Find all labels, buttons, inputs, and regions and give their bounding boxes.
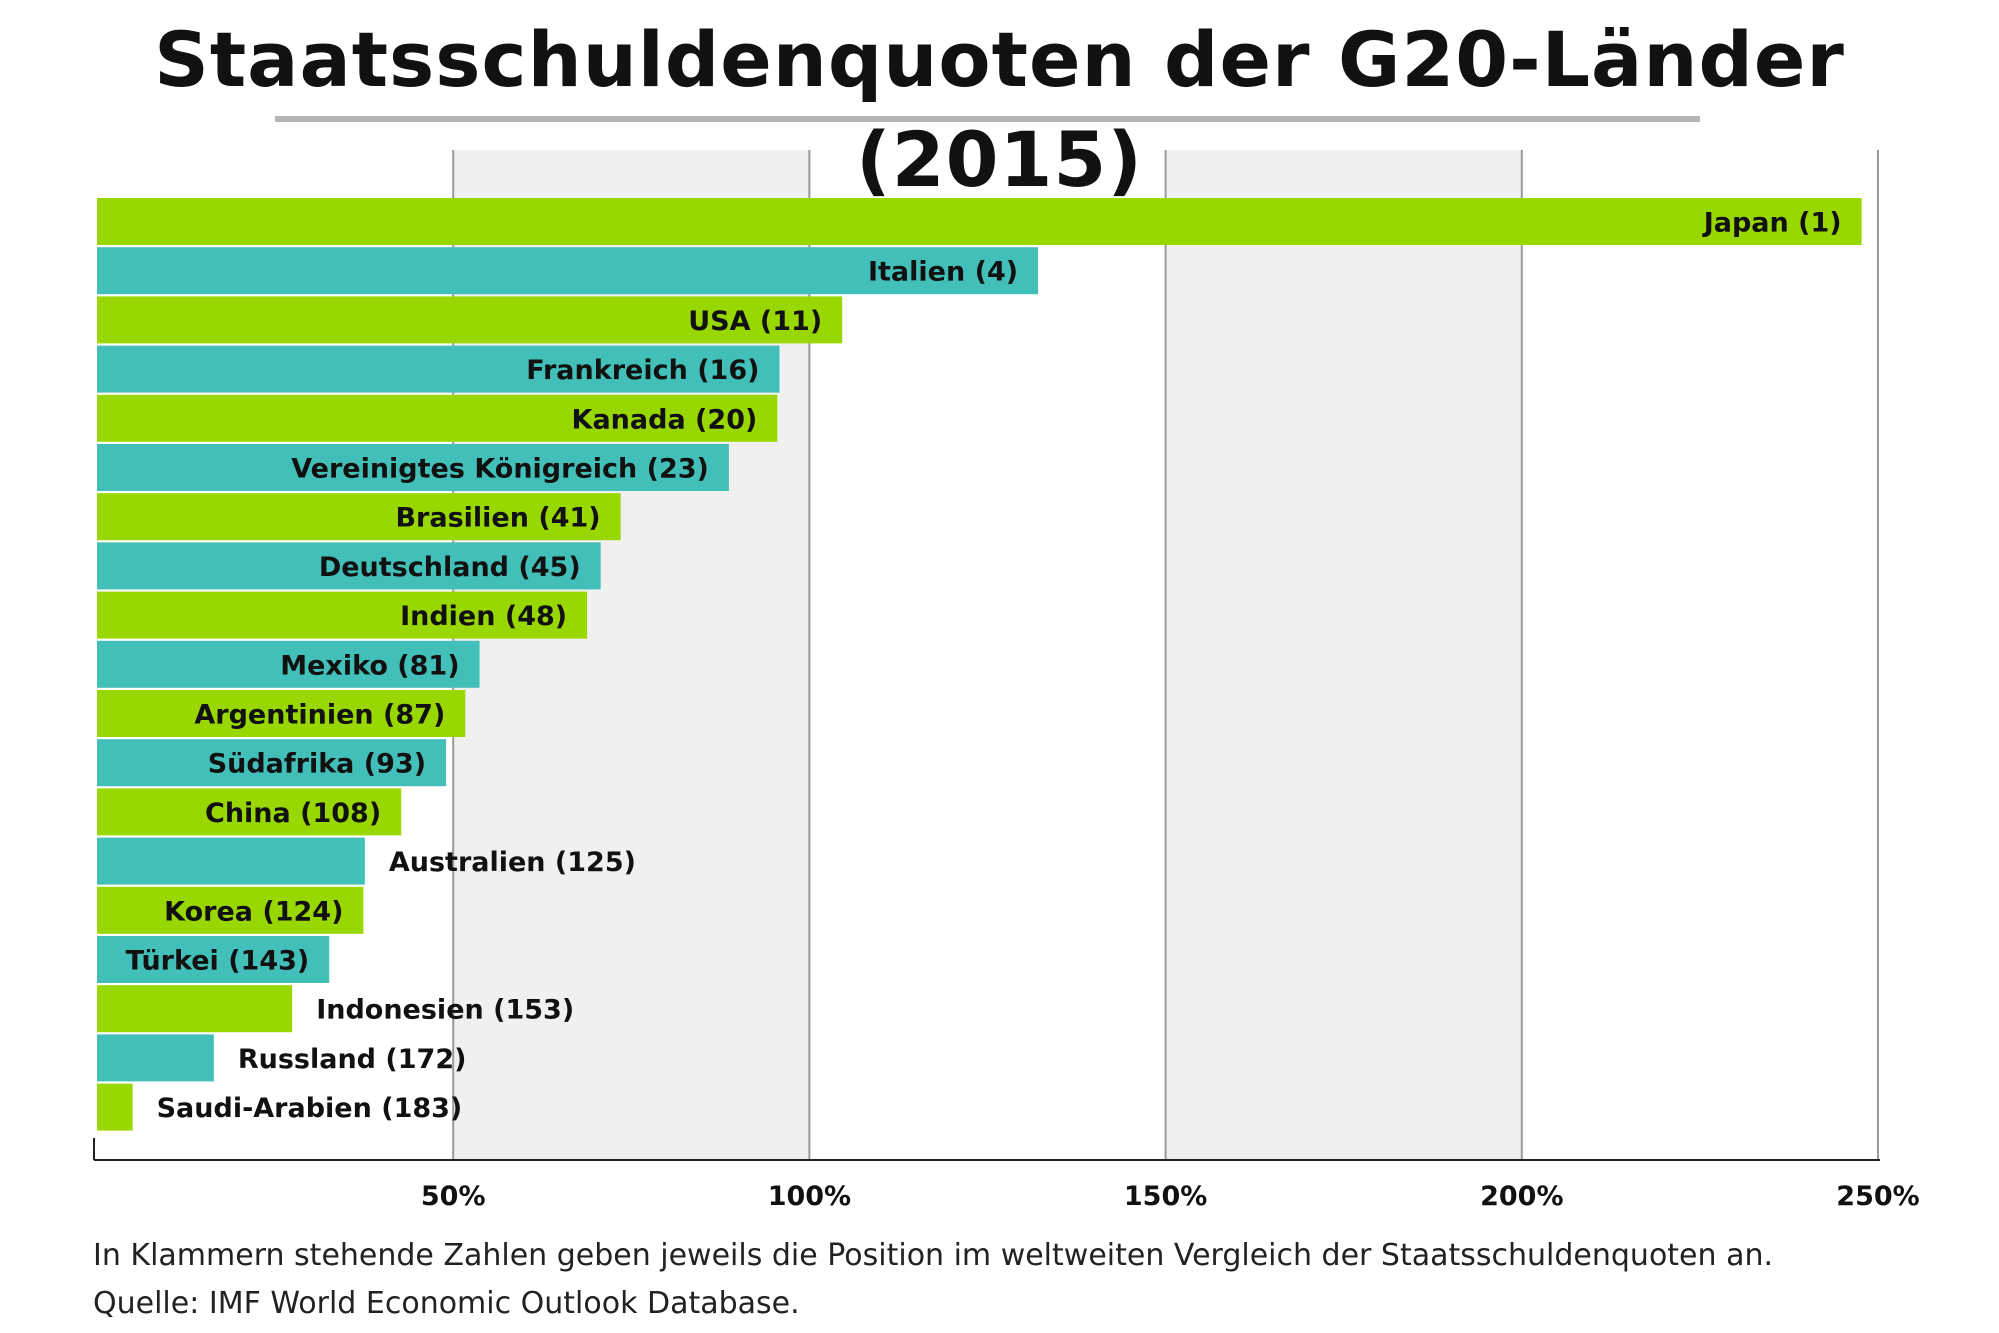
title-divider: [275, 116, 1700, 122]
bar: [97, 591, 588, 639]
bar: [97, 198, 1862, 245]
bar-label: Russland (172): [238, 1044, 467, 1075]
bar-label: Vereinigtes Königreich (23): [291, 454, 709, 485]
bar: [97, 247, 1039, 295]
bar: [97, 296, 843, 344]
x-tick-label: 100%: [768, 1181, 851, 1212]
bar: [97, 985, 293, 1033]
bar-label: China (108): [205, 798, 381, 829]
bar: [97, 690, 466, 737]
bar: [97, 788, 402, 836]
bar: [97, 1083, 133, 1131]
bar-chart: Japan (1) Italien (4) USA (11) Frankreich (…: [93, 150, 1920, 1212]
x-tick-label: 150%: [1124, 1181, 1207, 1212]
bar: [97, 886, 364, 934]
bar-label: Indien (48): [400, 601, 567, 632]
bar-label: Türkei (143): [126, 946, 310, 977]
footnote-source: Quelle: IMF World Economic Outlook Datab…: [93, 1286, 800, 1321]
bar: [97, 444, 729, 491]
x-tick-label: 250%: [1836, 1181, 1919, 1212]
bar: [97, 394, 778, 442]
bar-label: Italien (4): [868, 257, 1018, 288]
bar: [97, 640, 480, 688]
bar-label: Südafrika (93): [208, 749, 426, 780]
bar-label: Frankreich (16): [526, 355, 759, 386]
footnote-positions: In Klammern stehende Zahlen geben jeweil…: [93, 1238, 1773, 1273]
grid-band: [1165, 150, 1522, 1160]
bar-label: Australien (125): [389, 847, 636, 878]
bar: [97, 1034, 214, 1082]
bar-label: Deutschland (45): [319, 552, 581, 583]
bar-label: Saudi-Arabien (183): [157, 1093, 463, 1124]
bar-label: USA (11): [688, 306, 822, 337]
x-tick-label: 50%: [421, 1181, 486, 1212]
bar-label: Brasilien (41): [395, 503, 600, 534]
bar: [97, 542, 601, 590]
bar: [97, 739, 447, 787]
bar: [97, 936, 330, 983]
chart-title: Staatsschuldenquoten der G20-Länder (201…: [154, 15, 1845, 204]
bar-label: Japan (1): [1702, 208, 1842, 239]
bar: [97, 345, 780, 393]
bar-label: Argentinien (87): [194, 700, 445, 731]
bar-label: Kanada (20): [572, 404, 758, 435]
bar-label: Mexiko (81): [280, 650, 459, 681]
bar: [97, 493, 621, 541]
bar-label: Indonesien (153): [316, 995, 574, 1026]
x-tick-label: 200%: [1480, 1181, 1563, 1212]
bar: [97, 837, 365, 885]
bar-label: Korea (124): [164, 896, 343, 927]
